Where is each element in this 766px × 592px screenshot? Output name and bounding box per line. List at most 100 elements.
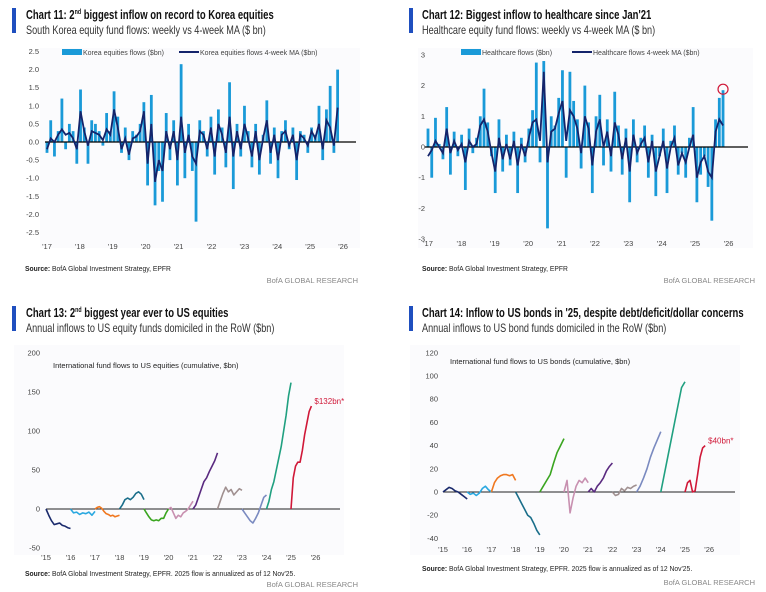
x-tick-label: '25 xyxy=(286,553,296,562)
flow-bar xyxy=(590,147,594,194)
flow-bar xyxy=(224,142,228,168)
x-tick-label: '20 xyxy=(141,242,151,251)
flow-bar xyxy=(310,127,313,142)
flow-bar xyxy=(328,85,332,142)
y-tick-label: 0 xyxy=(434,488,438,497)
y-tick-label: 0.5 xyxy=(29,119,39,128)
x-tick-label: '21 xyxy=(188,553,198,562)
x-tick-label: '23 xyxy=(237,553,247,562)
flow-bar xyxy=(460,134,464,147)
x-tick-label: '24 xyxy=(272,242,282,251)
accent-bar xyxy=(409,306,413,331)
y-tick-label: 2.0 xyxy=(29,65,39,74)
year-line-2021 xyxy=(192,452,219,510)
flow-bar xyxy=(168,142,172,161)
x-tick-label: '17 xyxy=(42,242,52,251)
y-tick-label: 0 xyxy=(421,143,425,152)
year-line-2023 xyxy=(241,494,268,524)
flow-bar xyxy=(75,142,79,164)
chart-title: Chart 11: 2nd biggest inflow on record t… xyxy=(26,8,274,22)
y-tick-label: 20 xyxy=(430,464,438,473)
chart-title: Chart 13: 2nd biggest year ever to US eq… xyxy=(26,306,274,320)
year-line-2025 xyxy=(290,405,313,510)
flow-bar xyxy=(505,134,508,147)
flow-bar xyxy=(183,142,187,179)
title-sup: nd xyxy=(75,306,82,314)
inner-chart-title: International fund flows to US equities … xyxy=(53,361,239,370)
year-line-2018 xyxy=(514,491,541,536)
flow-bar xyxy=(213,142,217,175)
x-tick-label: '20 xyxy=(559,545,569,554)
legend-swatch-bars xyxy=(461,49,481,55)
flow-bar xyxy=(478,116,482,147)
y-tick-label: 3 xyxy=(421,50,425,59)
flow-bar xyxy=(564,147,568,178)
year-line-2019 xyxy=(143,508,170,522)
year-line-2017 xyxy=(94,505,120,518)
source-note: Source: BofA Global Investment Strategy,… xyxy=(25,569,295,578)
chart-subtitle: Annual inflows to US bond funds domicile… xyxy=(422,321,667,335)
chart13-header: Chart 13: 2nd biggest year ever to US eq… xyxy=(26,306,274,335)
y-tick-label: -20 xyxy=(427,511,438,520)
brand-label: BofA GLOBAL RESEARCH xyxy=(266,580,358,589)
x-tick-label: '22 xyxy=(590,239,600,248)
y-tick-label: -2 xyxy=(418,204,425,213)
x-tick-label: '25 xyxy=(680,545,690,554)
x-tick-label: '22 xyxy=(207,242,217,251)
flow-bar xyxy=(680,147,684,154)
flow-bar xyxy=(463,147,467,190)
source-text: BofA Global Investment Strategy, EPFR. 2… xyxy=(50,569,296,578)
x-tick-label: '22 xyxy=(213,553,223,562)
chart-subtitle: South Korea equity fund flows: weekly vs… xyxy=(26,23,266,37)
x-tick-label: '25 xyxy=(305,242,315,251)
x-tick-label: '26 xyxy=(311,553,321,562)
flow-bar xyxy=(112,91,116,142)
y-tick-label: -3 xyxy=(418,235,425,244)
y-tick-label: 1 xyxy=(421,112,425,121)
accent-bar xyxy=(12,306,16,331)
flow-bar xyxy=(123,127,127,142)
inner-chart-title: International fund flows to US bonds (cu… xyxy=(450,357,631,366)
y-tick-label: -2.5 xyxy=(26,228,39,237)
year-line-2015 xyxy=(45,508,71,530)
flow-bar xyxy=(553,125,557,147)
flow-bar xyxy=(632,119,635,147)
y-tick-label: 1.0 xyxy=(29,101,39,110)
flow-bar xyxy=(665,147,669,194)
title-text: Chart 11: 2 xyxy=(26,8,75,22)
flow-bar xyxy=(721,90,725,147)
year-line-2018 xyxy=(118,491,145,510)
flow-bar xyxy=(471,147,475,154)
flow-bar xyxy=(295,142,299,181)
flow-bar xyxy=(187,123,190,142)
y-tick-label: -1.0 xyxy=(26,174,39,183)
accent-bar xyxy=(409,8,413,33)
flow-bar xyxy=(176,142,179,186)
year-line-2017 xyxy=(490,473,517,493)
flow-bar xyxy=(336,69,340,142)
year-line-2022 xyxy=(611,484,637,497)
title-text: biggest inflow on record to Korea equiti… xyxy=(81,8,274,22)
title-text: biggest year ever to US equities xyxy=(81,306,229,320)
flow-bar xyxy=(82,127,86,142)
x-tick-label: '20 xyxy=(523,239,533,248)
x-tick-label: '18 xyxy=(457,239,467,248)
flow-bar xyxy=(534,62,538,148)
flow-bar xyxy=(579,147,583,169)
flow-bar xyxy=(688,137,691,147)
flow-bar xyxy=(131,131,135,142)
x-tick-label: '24 xyxy=(656,545,666,554)
chart-title: Chart 12: Biggest inflow to healthcare s… xyxy=(422,8,655,22)
y-tick-label: -1.5 xyxy=(26,192,39,201)
flow-bar xyxy=(97,131,101,142)
flow-bar xyxy=(467,128,471,147)
year-line-2020 xyxy=(168,500,194,520)
legend-label: Korea equities flows ($bn) xyxy=(83,50,164,57)
flow-bar xyxy=(231,142,235,190)
chart-subtitle: Annual inflows to US equity funds domici… xyxy=(26,321,275,335)
x-tick-label: '22 xyxy=(608,545,618,554)
x-tick-label: '15 xyxy=(41,553,51,562)
flow-bar xyxy=(546,147,549,229)
x-tick-label: '17 xyxy=(90,553,100,562)
